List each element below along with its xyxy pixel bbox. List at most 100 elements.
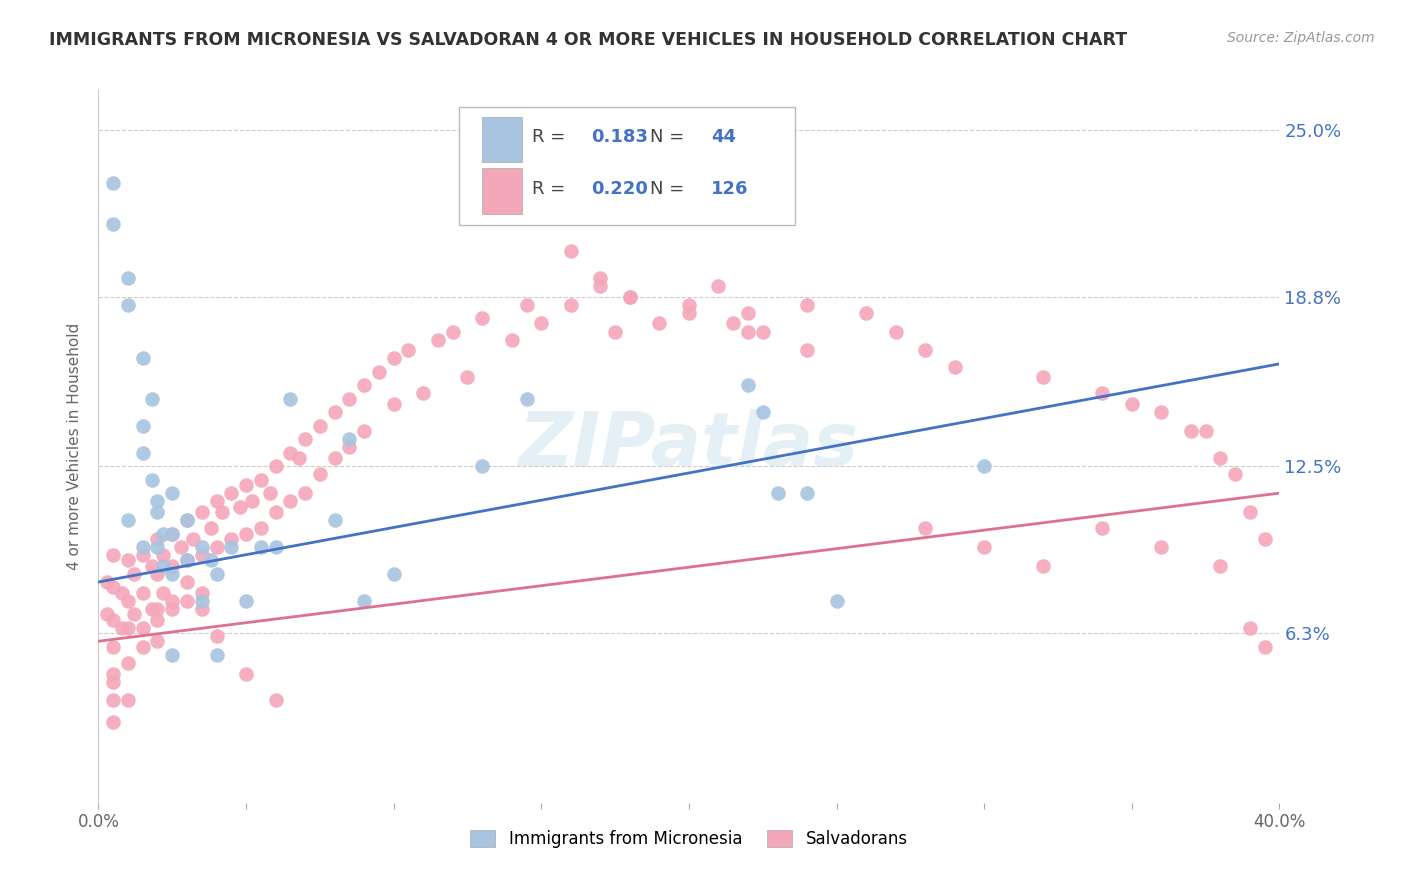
Point [200,521,222,535]
Point [132,446,155,460]
Point [103,666,125,681]
Point [560,244,582,258]
Point [288,451,311,466]
Point [737,306,759,320]
Point [619,289,641,303]
Point [162,648,183,662]
Point [412,386,434,401]
Point [678,306,700,320]
Point [353,424,375,438]
Point [103,714,125,729]
Point [235,526,257,541]
Point [111,586,134,600]
Point [176,553,198,567]
Point [441,325,464,339]
Point [117,270,139,285]
Point [132,621,155,635]
Point [146,602,169,616]
Point [162,526,183,541]
Point [323,451,346,466]
Text: ZIPatlas: ZIPatlas [519,409,859,483]
Point [943,359,966,374]
Point [398,343,420,358]
Point [141,392,163,406]
Point [884,325,907,339]
Point [200,553,222,567]
Point [796,298,818,312]
Point [914,343,936,358]
Point [516,298,538,312]
Point [250,521,273,535]
Point [152,586,174,600]
Y-axis label: 4 or more Vehicles in Household: 4 or more Vehicles in Household [67,322,83,570]
Text: N =: N = [650,180,690,198]
Point [264,459,287,474]
Point [141,473,163,487]
Text: R =: R = [531,180,571,198]
Point [117,553,139,567]
Point [264,693,287,707]
Point [368,365,391,379]
Point [191,505,214,519]
Point [457,370,479,384]
Point [723,317,745,331]
Point [176,513,198,527]
Point [176,513,198,527]
Point [146,566,169,581]
Point [1239,621,1261,635]
Point [280,392,302,406]
Point [146,505,169,519]
Point [619,289,641,303]
FancyBboxPatch shape [482,169,523,214]
Text: 44: 44 [711,128,737,146]
Point [122,566,145,581]
Point [141,602,163,616]
Point [117,656,139,670]
Point [825,594,848,608]
Text: N =: N = [650,128,690,146]
Point [323,513,346,527]
Point [170,540,193,554]
Point [162,602,183,616]
Point [280,494,302,508]
Point [181,532,204,546]
Point [132,351,155,366]
Point [191,586,214,600]
Point [103,580,125,594]
Point [973,459,995,474]
Point [146,494,169,508]
Point [309,467,332,482]
Point [96,574,118,589]
Point [122,607,145,622]
Point [103,548,125,562]
Point [132,548,155,562]
Point [973,540,995,554]
Point [162,594,183,608]
Point [250,473,273,487]
Point [382,397,405,411]
Point [382,351,405,366]
Text: R =: R = [531,128,571,146]
Point [707,278,730,293]
FancyBboxPatch shape [458,107,796,225]
Point [766,486,789,500]
Point [605,325,627,339]
Point [117,693,139,707]
Point [176,553,198,567]
Point [211,505,233,519]
Point [205,648,228,662]
Point [191,548,214,562]
Point [152,558,174,573]
Point [205,566,228,581]
Point [117,594,139,608]
Point [103,674,125,689]
Point [191,602,214,616]
Point [176,594,198,608]
Point [294,486,316,500]
Point [141,558,163,573]
Legend: Immigrants from Micronesia, Salvadorans: Immigrants from Micronesia, Salvadorans [464,823,914,855]
Point [737,378,759,392]
Point [132,586,155,600]
Text: 0.183: 0.183 [591,128,648,146]
Point [235,478,257,492]
